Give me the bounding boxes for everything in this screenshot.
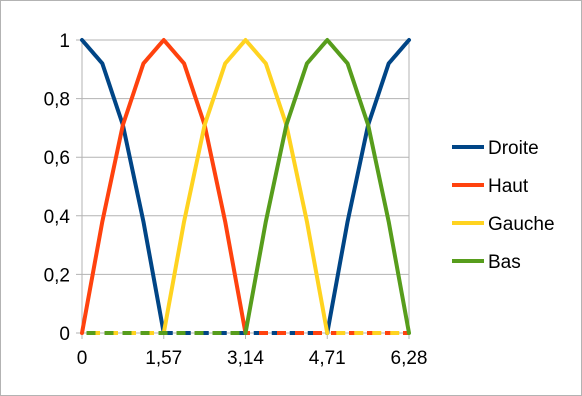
x-tick-label: 1,57 (145, 348, 182, 369)
y-axis-ticks: 0 0,2 0,4 0,6 0,8 1 (44, 31, 71, 345)
y-tick-label: 0,2 (44, 265, 70, 286)
series-line (161, 38, 330, 335)
x-tick-label: 0 (77, 348, 88, 369)
series-bas (82, 38, 411, 335)
x-tick-label: 3,14 (227, 348, 264, 369)
legend: Droite Haut Gauche Bas (452, 138, 555, 273)
y-tick-label: 0,4 (44, 207, 71, 228)
series-line (325, 38, 411, 335)
legend-label: Gauche (488, 214, 555, 235)
y-tick-label: 0,6 (44, 148, 70, 169)
y-tick-label: 0,8 (44, 90, 70, 111)
series-line (80, 38, 166, 335)
y-tick-label: 0 (59, 324, 70, 345)
x-tick-label: 6,28 (391, 348, 428, 369)
x-tick-label: 4,71 (309, 348, 346, 369)
legend-label: Haut (488, 176, 529, 197)
series-lines (80, 38, 411, 335)
legend-label: Bas (488, 252, 521, 273)
series-haut (80, 38, 409, 335)
series-line (80, 38, 248, 335)
legend-label: Droite (488, 138, 539, 159)
series-gauche (82, 38, 409, 335)
y-tick-label: 1 (59, 31, 70, 52)
x-axis-ticks: 0 1,57 3,14 4,71 6,28 (77, 348, 428, 369)
series-droite (80, 38, 411, 335)
series-line (243, 38, 411, 335)
